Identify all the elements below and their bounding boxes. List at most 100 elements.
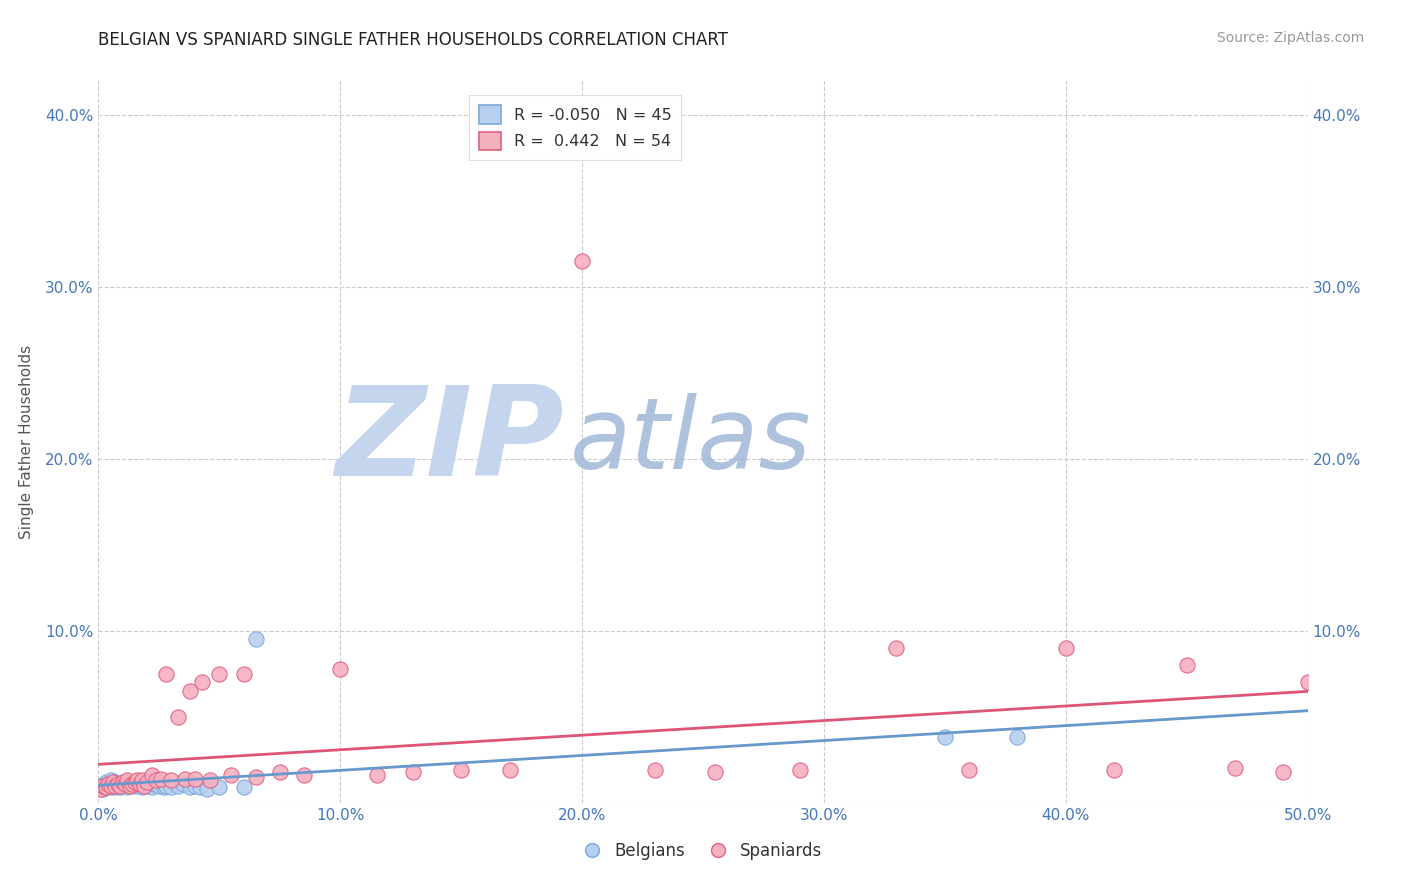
Point <box>498 763 520 777</box>
Point <box>127 777 149 791</box>
Point <box>135 779 157 793</box>
Point <box>128 777 150 791</box>
Point <box>97 777 120 791</box>
Point <box>167 779 190 793</box>
Point <box>232 780 254 795</box>
Point <box>108 779 131 793</box>
Point <box>269 764 291 779</box>
Point <box>208 780 231 795</box>
Point <box>91 782 114 797</box>
Point <box>114 775 136 789</box>
Point <box>571 253 593 268</box>
Point <box>143 777 166 791</box>
Point <box>94 780 117 795</box>
Point <box>131 773 153 788</box>
Point <box>1296 675 1319 690</box>
Point <box>117 780 139 795</box>
Point <box>221 768 243 782</box>
Point <box>245 770 267 784</box>
Point <box>195 782 218 797</box>
Point <box>94 775 117 789</box>
Point <box>91 779 114 793</box>
Point <box>107 777 129 791</box>
Point <box>104 779 127 793</box>
Point <box>232 666 254 681</box>
Point <box>117 777 139 791</box>
Point <box>101 779 124 793</box>
Point <box>114 777 136 791</box>
Point <box>172 777 194 791</box>
Point <box>245 632 267 647</box>
Text: BELGIAN VS SPANIARD SINGLE FATHER HOUSEHOLDS CORRELATION CHART: BELGIAN VS SPANIARD SINGLE FATHER HOUSEH… <box>98 31 728 49</box>
Point <box>1007 731 1029 745</box>
Point <box>101 775 124 789</box>
Point <box>167 710 190 724</box>
Point <box>292 768 315 782</box>
Point <box>1272 764 1295 779</box>
Point <box>148 779 170 793</box>
Point <box>107 779 129 793</box>
Point <box>118 779 141 793</box>
Point <box>155 779 177 793</box>
Point <box>184 779 207 793</box>
Point <box>155 666 177 681</box>
Legend: Belgians, Spaniards: Belgians, Spaniards <box>578 836 828 867</box>
Point <box>134 777 156 791</box>
Point <box>174 772 197 786</box>
Point <box>188 780 211 795</box>
Point <box>402 764 425 779</box>
Point <box>121 777 143 791</box>
Point <box>111 775 134 789</box>
Point <box>366 768 388 782</box>
Point <box>118 777 141 791</box>
Point <box>111 779 134 793</box>
Point <box>141 768 163 782</box>
Point <box>789 763 811 777</box>
Point <box>150 772 173 786</box>
Point <box>704 764 727 779</box>
Point <box>131 780 153 795</box>
Point <box>179 780 201 795</box>
Point <box>135 775 157 789</box>
Point <box>160 773 183 788</box>
Point <box>450 763 472 777</box>
Text: ZIP: ZIP <box>335 381 564 502</box>
Point <box>141 780 163 795</box>
Y-axis label: Single Father Households: Single Father Households <box>18 344 34 539</box>
Text: atlas: atlas <box>569 393 811 490</box>
Point <box>1054 640 1077 655</box>
Point <box>90 782 112 797</box>
Point <box>100 773 122 788</box>
Point <box>118 779 141 793</box>
Point <box>100 780 122 795</box>
Point <box>114 779 136 793</box>
Point <box>104 775 127 789</box>
Point <box>104 780 127 795</box>
Point <box>184 772 207 786</box>
Point <box>107 777 129 791</box>
Point <box>145 773 167 788</box>
Point <box>134 779 156 793</box>
Point <box>124 775 146 789</box>
Point <box>644 763 666 777</box>
Point <box>127 773 149 788</box>
Point <box>101 777 124 791</box>
Point <box>90 779 112 793</box>
Point <box>329 662 352 676</box>
Point <box>128 779 150 793</box>
Point <box>886 640 908 655</box>
Point <box>957 763 980 777</box>
Point <box>191 675 214 690</box>
Point <box>160 780 183 795</box>
Point <box>97 779 120 793</box>
Point <box>198 773 221 788</box>
Point <box>124 779 146 793</box>
Point <box>117 773 139 788</box>
Point <box>934 731 956 745</box>
Point <box>1223 761 1246 775</box>
Point <box>111 777 134 791</box>
Point <box>121 775 143 789</box>
Point <box>179 684 201 698</box>
Point <box>108 780 131 795</box>
Point <box>152 780 174 795</box>
